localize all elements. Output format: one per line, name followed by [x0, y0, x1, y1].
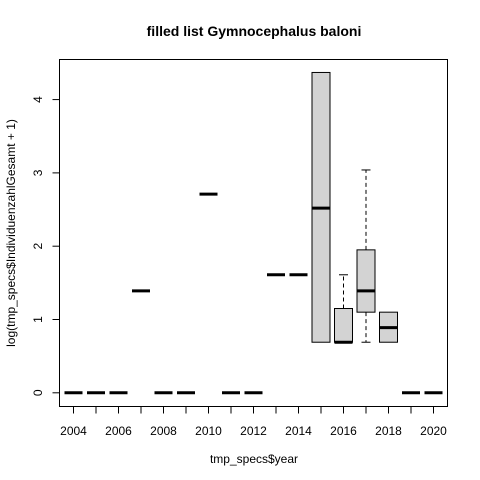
box-group: [64, 71, 443, 395]
chart-title: filled list Gymnocephalus baloni: [147, 23, 362, 39]
x-axis-label: tmp_specs$year: [210, 452, 298, 466]
box-iqr: [334, 308, 353, 343]
box-2015: [311, 71, 331, 343]
plot-frame: [59, 59, 448, 407]
y-tick-label: 3: [31, 169, 45, 176]
x-tick-label: 2010: [195, 424, 222, 438]
box-2016: [334, 274, 353, 344]
box-2018: [379, 311, 398, 343]
x-axis: 2004 2006 2008 2010 2012 2014 2016 2018 2020: [60, 406, 447, 438]
x-tick-label: 2016: [330, 424, 357, 438]
y-tick-label: 1: [31, 316, 45, 323]
y-axis: 0 1 2 3 4: [31, 96, 60, 396]
x-tick-label: 2006: [105, 424, 132, 438]
box-iqr: [356, 249, 376, 313]
y-tick-label: 2: [31, 243, 45, 250]
x-tick-label: 2014: [285, 424, 312, 438]
y-tick-label: 4: [31, 96, 45, 103]
box-2017: [356, 169, 376, 343]
x-tick-label: 2020: [420, 424, 447, 438]
y-tick-label: 0: [31, 389, 45, 396]
x-tick-label: 2004: [60, 424, 87, 438]
x-tick-label: 2012: [240, 424, 267, 438]
y-axis-label: log(tmp_specs$IndividuenzahlGesamt + 1): [4, 119, 18, 347]
x-tick-label: 2018: [375, 424, 402, 438]
x-tick-label: 2008: [150, 424, 177, 438]
